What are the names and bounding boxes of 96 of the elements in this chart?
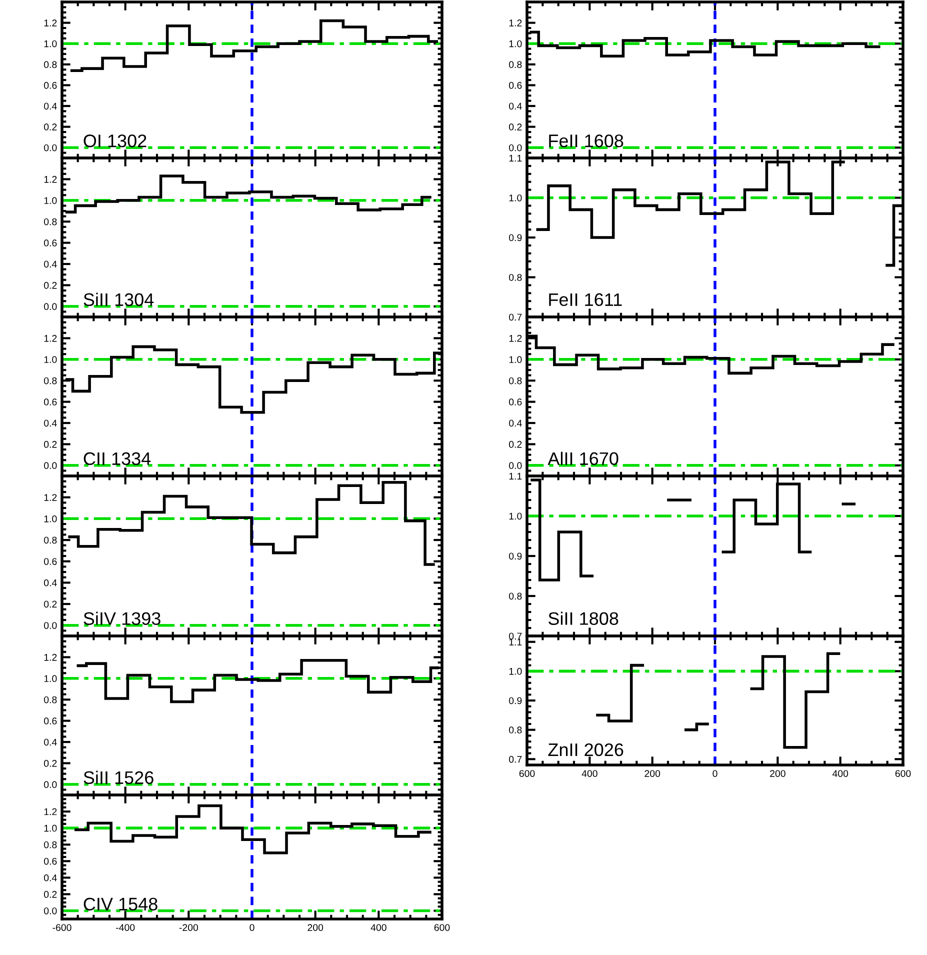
y-tick-label: 0.2 [509,440,522,448]
y-tick-label: 1.1 [509,472,522,480]
y-tick-label: 0.6 [509,398,522,406]
y-tick-label: 0.0 [509,462,522,470]
y-tick-label: 0.7 [509,314,522,321]
annotation: SiII 1526 [84,770,154,784]
x-tick-label: 600 [434,924,450,931]
y-tick-label: 0.0 [44,781,57,788]
y-tick-label: 1.0 [44,356,57,364]
y-tick-label: 0.6 [44,398,57,406]
x-tick-label: 0 [250,924,254,931]
y-tick-label: 1.0 [44,675,57,682]
y-tick-label: 0.8 [509,61,522,68]
annotation: SiII 1808 [548,612,618,625]
y-tick-label: 0.8 [509,592,522,600]
y-tick-label: 0.8 [509,274,522,281]
y-tick-label: 0.8 [44,696,57,704]
y-tick-label: 0.6 [44,558,57,565]
annotation: SiII 1304 [84,292,154,306]
y-tick-label: 0.9 [509,234,522,242]
x-tick-label: -600 [52,924,72,931]
x-tick-label: 600 [895,770,911,777]
y-tick-label: 0.4 [509,102,522,110]
y-tick-label: 1.0 [44,824,57,832]
y-tick-label: 0.9 [509,697,522,704]
y-tick-label: 1.2 [509,334,522,342]
y-tick-label: 1.0 [509,512,522,520]
y-tick-label: 0.8 [44,536,57,544]
y-tick-label: 0.0 [44,303,57,310]
y-tick-label: 0.9 [509,552,522,560]
y-tick-label: 0.0 [509,144,522,152]
x-tick-label: 200 [644,770,660,777]
y-tick-label: 1.2 [44,494,57,501]
y-tick-label: 0.4 [44,102,57,110]
y-tick-label: 0.8 [509,377,522,384]
y-tick-label: 1.0 [44,515,57,522]
annotation: FeII 1608 [549,134,624,148]
annotation: CIV 1548 [84,898,158,910]
y-tick-label: 0.0 [44,622,57,629]
y-tick-label: 0.0 [44,462,57,470]
annotation: FeII 1611 [549,293,622,306]
y-tick-label: 1.0 [44,40,57,48]
y-tick-label: 1.0 [509,40,522,48]
y-tick-label: 0.8 [44,377,57,384]
y-tick-label: 0.6 [44,858,57,865]
y-tick-label: 0.4 [44,420,57,427]
x-tick-label: 0 [712,770,718,777]
annotation: AlII 1670 [548,452,618,466]
y-tick-label: 1.1 [509,638,522,646]
x-tick-label: 200 [770,770,786,777]
y-tick-label: 0.6 [44,240,57,246]
x-tick-label: 200 [308,924,324,931]
y-tick-label: 0.2 [509,124,522,130]
x-tick-label: 400 [832,770,848,777]
y-tick-label: 0.2 [44,124,57,130]
y-tick-label: 1.2 [509,20,522,26]
y-tick-label: 1.0 [509,194,522,202]
y-tick-label: 0.0 [44,144,57,152]
y-tick-label: 0.8 [509,726,522,734]
y-tick-label: 0.4 [44,579,57,586]
y-tick-label: 0.2 [44,760,57,767]
y-tick-label: 0.2 [44,600,57,608]
y-tick-label: 0.2 [44,890,57,898]
x-tick-label: -200 [179,924,198,931]
annotation: SiIV 1393 [84,612,160,625]
y-tick-label: 1.0 [509,356,522,364]
y-tick-label: 0.6 [509,82,522,89]
y-tick-label: 1.2 [44,176,57,183]
y-tick-label: 1.2 [44,808,57,816]
x-tick-label: 600 [519,770,535,777]
y-tick-label: 0.6 [44,718,57,724]
y-tick-label: 0.4 [509,420,522,427]
y-tick-label: 1.2 [44,334,57,342]
y-tick-label: 0.4 [44,874,57,882]
annotation: ZnII 2026 [548,743,624,756]
y-tick-label: 0.7 [509,632,522,640]
y-tick-label: 0.2 [44,440,57,448]
y-tick-label: 0.8 [44,218,57,226]
annotation: CII 1334 [84,452,151,466]
annotation: OI 1302 [84,134,146,148]
y-tick-label: 0.7 [509,756,522,763]
y-tick-label: 0.4 [44,738,57,746]
x-tick-label: 400 [370,924,386,931]
y-tick-label: 0.2 [44,282,57,289]
y-tick-label: 1.1 [509,154,522,162]
y-tick-label: 0.6 [44,82,57,89]
y-tick-label: 1.2 [44,654,57,661]
y-tick-label: 0.0 [44,907,57,914]
y-tick-label: 1.0 [44,197,57,204]
y-tick-label: 1.2 [44,20,57,26]
x-tick-label: -400 [116,924,135,931]
y-tick-label: 0.8 [44,61,57,68]
y-tick-label: 1.0 [509,668,522,675]
y-tick-label: 0.4 [44,260,57,268]
x-tick-label: 400 [582,770,598,777]
y-tick-label: 0.8 [44,841,57,848]
